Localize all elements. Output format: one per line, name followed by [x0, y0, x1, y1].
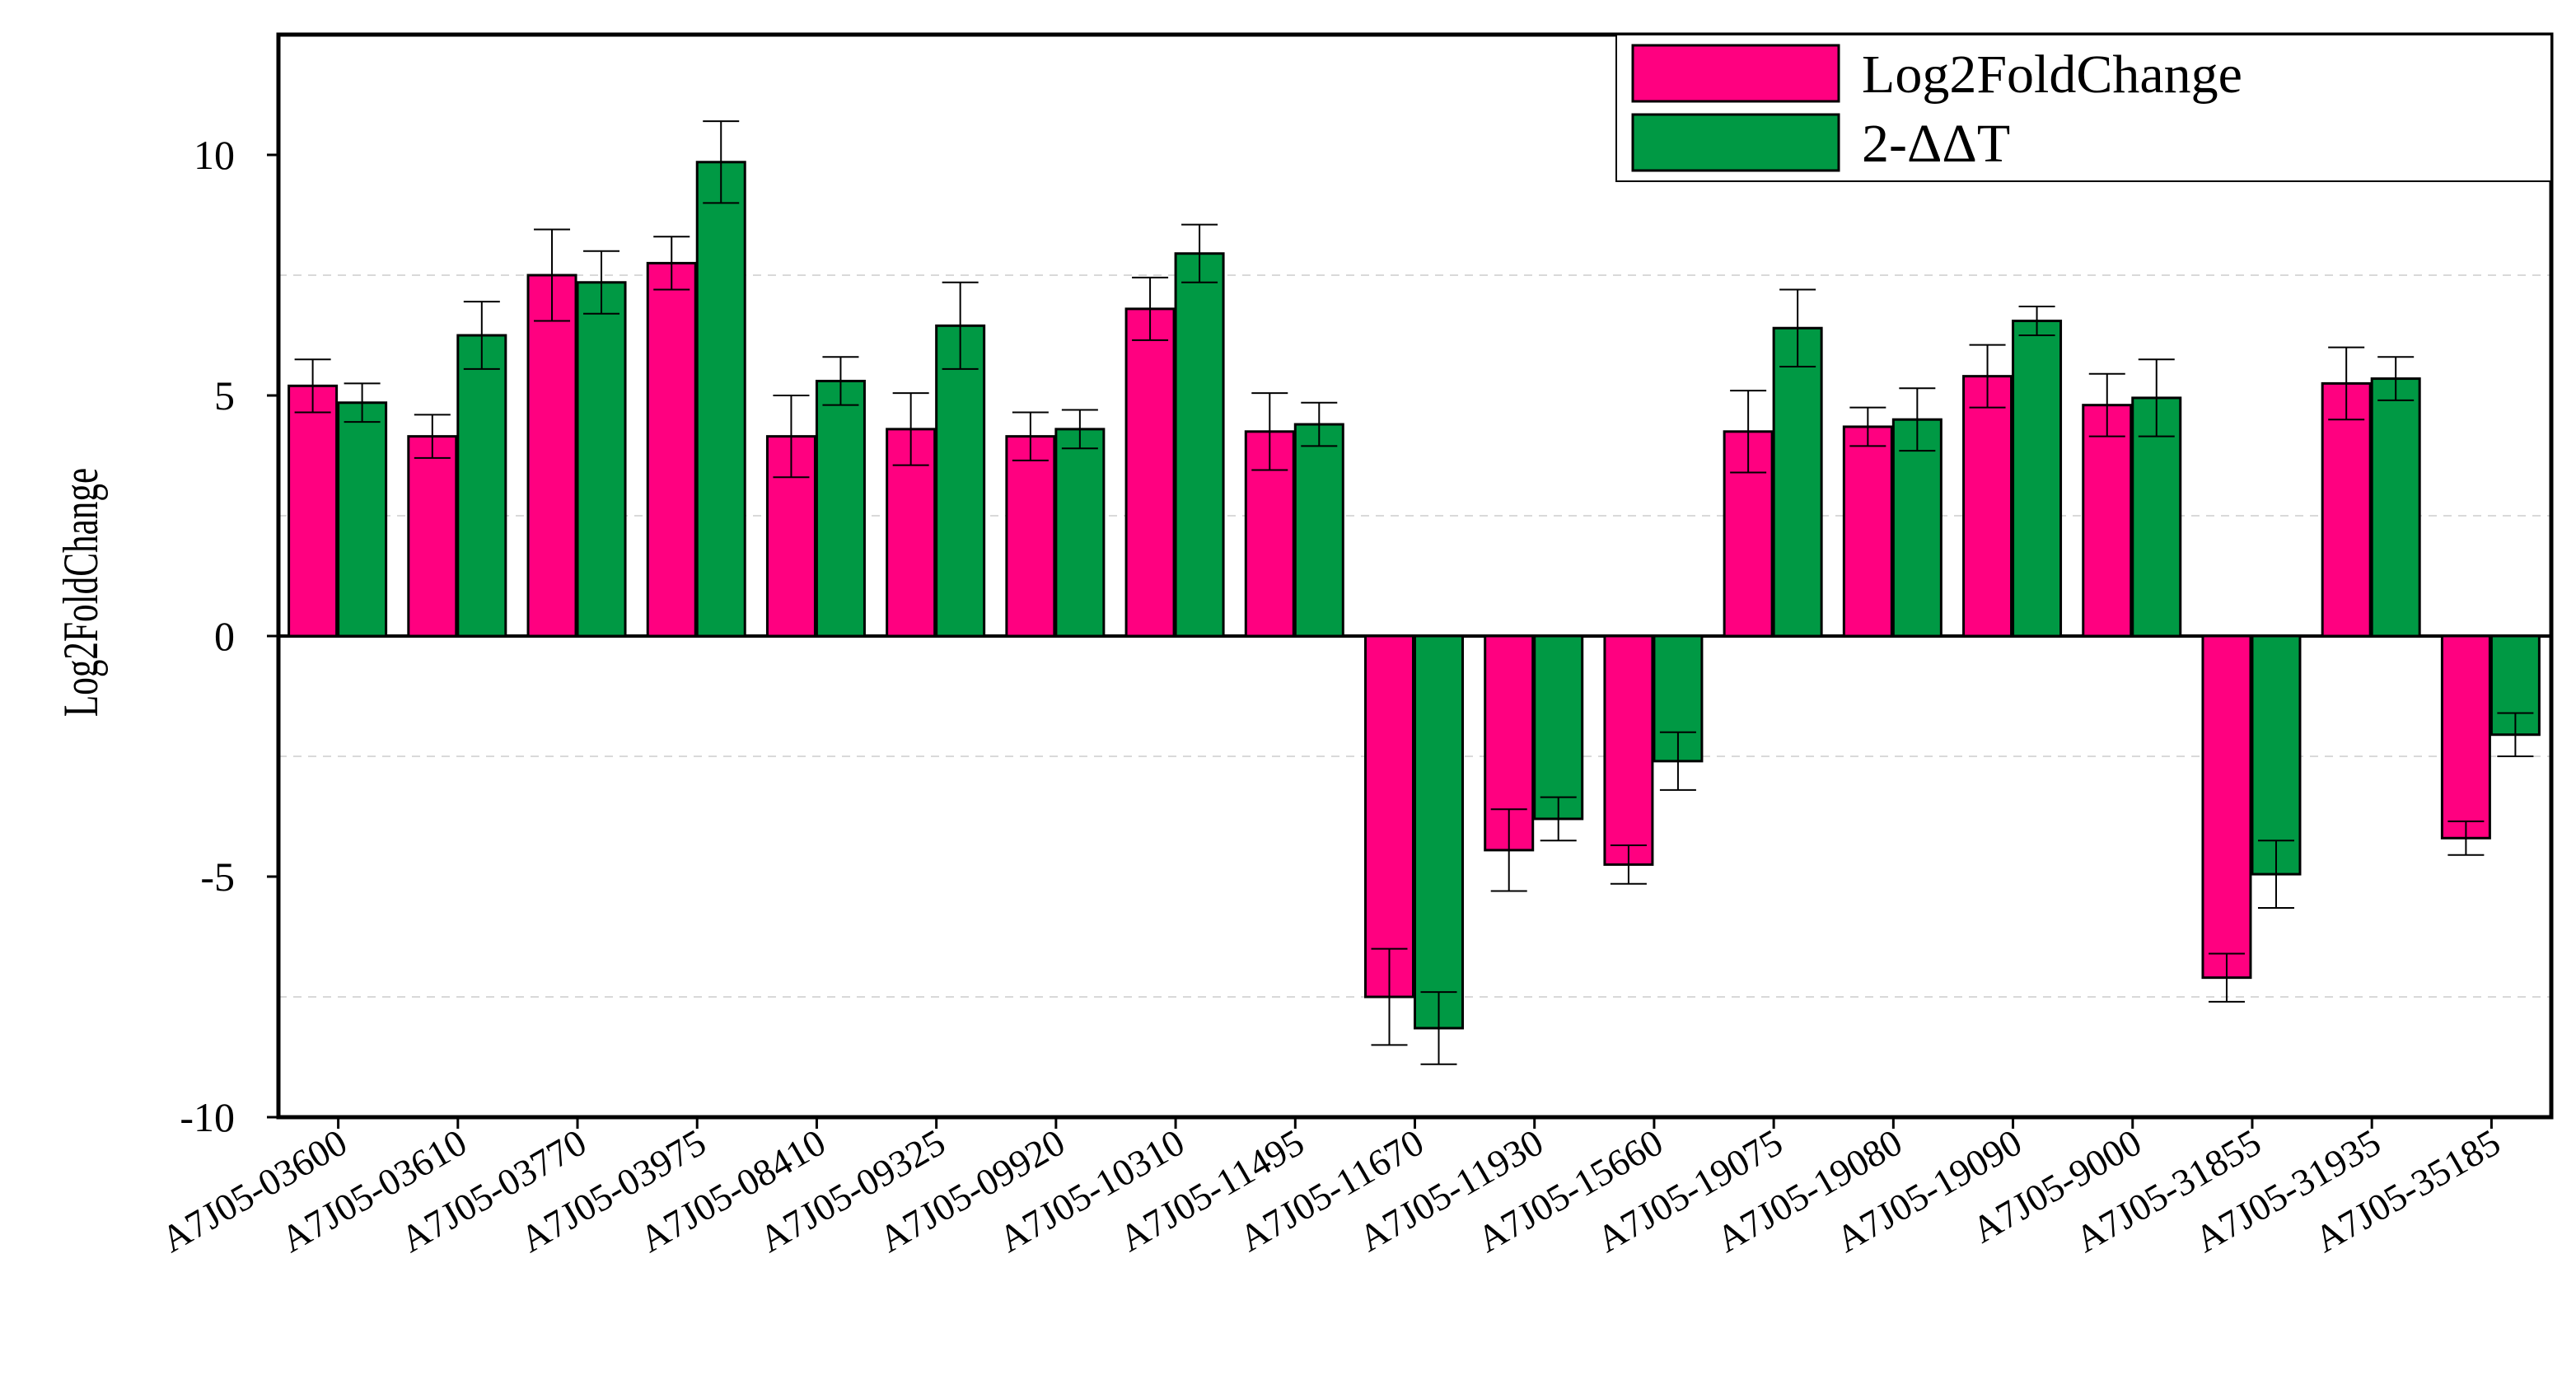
bar-log2foldchange: [2201, 634, 2252, 980]
bar-2ddt: [815, 379, 866, 638]
legend-label: Log2FoldChange: [1862, 44, 2242, 105]
bar-2ddt: [2131, 396, 2182, 638]
bar-log2foldchange: [2440, 634, 2491, 840]
y-tick-label: 5: [214, 372, 235, 419]
bar-2ddt: [337, 401, 388, 638]
bar-log2foldchange: [407, 435, 458, 638]
y-tick-label: -5: [200, 854, 235, 900]
bar-2ddt: [1891, 418, 1943, 638]
y-axis-title: Log2FoldChange: [54, 468, 109, 717]
bar-2ddt: [2370, 377, 2421, 638]
bar-2ddt: [1772, 326, 1823, 638]
bar-2ddt: [456, 334, 507, 638]
bar-log2foldchange: [2082, 404, 2133, 638]
bar-log2foldchange: [1005, 435, 1056, 638]
y-tick-label: -10: [180, 1094, 235, 1140]
bar-2ddt: [1174, 252, 1225, 638]
plot-frame: [276, 32, 2554, 1120]
bar-log2foldchange: [526, 274, 577, 638]
bar-2ddt: [1054, 428, 1106, 638]
legend: Log2FoldChange 2-ΔΔT: [1615, 34, 2552, 182]
bar-2ddt: [935, 324, 986, 638]
bar-2ddt: [2012, 319, 2063, 638]
bar-log2foldchange: [1962, 375, 2013, 638]
bar-log2foldchange: [1603, 634, 1654, 866]
bar-log2foldchange: [288, 384, 339, 638]
bar-log2foldchange: [1124, 307, 1176, 638]
legend-swatch: [1631, 113, 1840, 172]
bar-log2foldchange: [1364, 634, 1414, 999]
y-tick-label: 10: [194, 132, 235, 178]
bar-log2foldchange: [2321, 381, 2372, 638]
bar-2ddt: [1533, 634, 1584, 821]
bar-2ddt: [1293, 423, 1344, 638]
bar-log2foldchange: [646, 261, 697, 638]
bar-2ddt: [576, 281, 627, 638]
bar-2ddt: [2251, 634, 2302, 876]
bar-log2foldchange: [1842, 425, 1893, 638]
y-tick-label: 0: [214, 613, 235, 659]
bar-2ddt: [1414, 634, 1464, 1030]
legend-swatch: [1631, 44, 1840, 103]
legend-label: 2-ΔΔT: [1862, 114, 2010, 174]
bar-2ddt: [695, 161, 746, 638]
